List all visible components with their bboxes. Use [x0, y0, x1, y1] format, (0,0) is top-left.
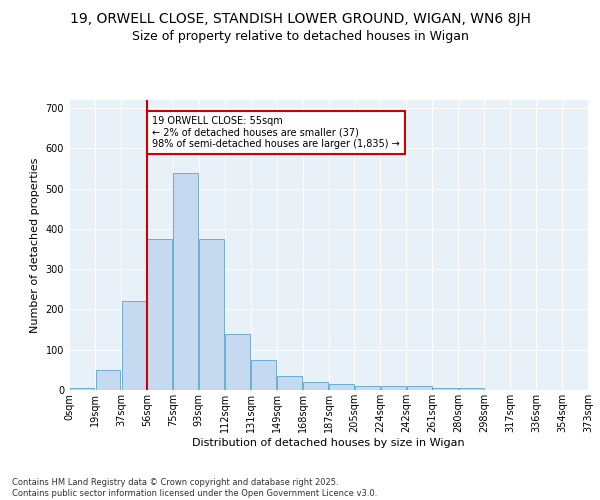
Bar — [95, 370, 120, 390]
Bar — [355, 386, 380, 390]
Bar — [407, 386, 431, 390]
Bar — [122, 302, 146, 390]
Bar — [199, 239, 224, 390]
Bar — [329, 384, 354, 390]
Bar — [226, 334, 250, 390]
Bar — [459, 388, 484, 390]
Bar — [251, 360, 276, 390]
Bar — [381, 386, 406, 390]
Text: 19 ORWELL CLOSE: 55sqm
← 2% of detached houses are smaller (37)
98% of semi-deta: 19 ORWELL CLOSE: 55sqm ← 2% of detached … — [152, 116, 400, 150]
Bar — [70, 388, 94, 390]
Bar — [277, 376, 302, 390]
Y-axis label: Number of detached properties: Number of detached properties — [30, 158, 40, 332]
Text: Contains HM Land Registry data © Crown copyright and database right 2025.
Contai: Contains HM Land Registry data © Crown c… — [12, 478, 377, 498]
Bar — [148, 239, 172, 390]
Bar — [433, 388, 458, 390]
X-axis label: Distribution of detached houses by size in Wigan: Distribution of detached houses by size … — [192, 438, 465, 448]
Text: Size of property relative to detached houses in Wigan: Size of property relative to detached ho… — [131, 30, 469, 43]
Bar — [303, 382, 328, 390]
Text: 19, ORWELL CLOSE, STANDISH LOWER GROUND, WIGAN, WN6 8JH: 19, ORWELL CLOSE, STANDISH LOWER GROUND,… — [70, 12, 530, 26]
Bar — [173, 172, 198, 390]
